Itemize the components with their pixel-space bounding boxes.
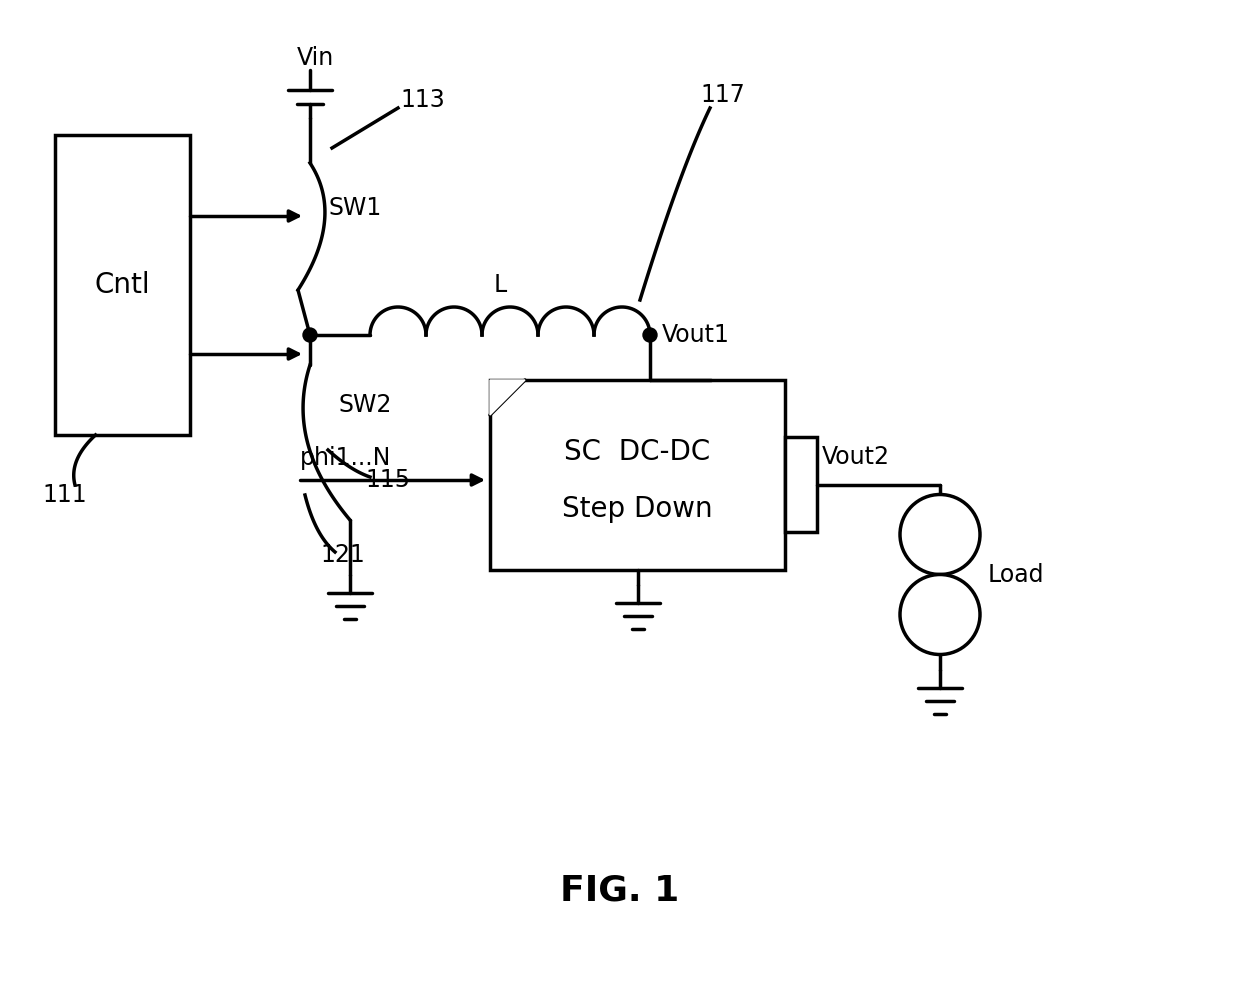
Circle shape: [900, 494, 980, 575]
Text: Vin: Vin: [296, 46, 334, 70]
Text: Vout1: Vout1: [662, 323, 730, 347]
Bar: [490, 380, 785, 570]
Text: L: L: [494, 273, 507, 297]
Circle shape: [303, 328, 317, 342]
Text: phi1...N: phi1...N: [300, 446, 392, 470]
Circle shape: [644, 328, 657, 342]
Text: SW1: SW1: [329, 196, 381, 220]
Text: Cntl: Cntl: [94, 271, 150, 299]
Bar: [785, 437, 817, 532]
Text: FIG. 1: FIG. 1: [560, 873, 680, 907]
Text: Step Down: Step Down: [562, 495, 713, 524]
Text: 113: 113: [401, 88, 445, 112]
Text: Load: Load: [988, 563, 1044, 587]
Text: 117: 117: [701, 83, 745, 107]
Text: Vout2: Vout2: [822, 444, 890, 468]
Text: SC  DC-DC: SC DC-DC: [564, 438, 711, 466]
Bar: [55, 135, 190, 435]
Text: 121: 121: [320, 543, 365, 567]
Text: SW2: SW2: [339, 393, 392, 417]
Text: 115: 115: [365, 468, 410, 492]
Polygon shape: [490, 380, 525, 415]
Text: 111: 111: [42, 483, 87, 507]
Circle shape: [900, 575, 980, 654]
